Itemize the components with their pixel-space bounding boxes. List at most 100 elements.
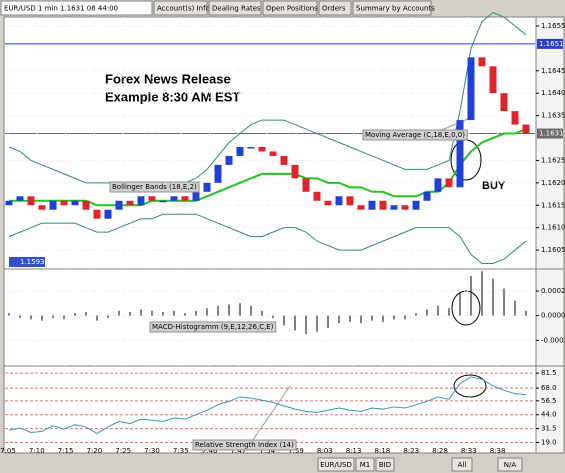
candle [214,164,222,183]
x-tick-label: 7:59 [288,447,304,455]
candle [148,196,156,201]
toolbar-button[interactable] [497,457,523,472]
buy-annotation: BUY [482,180,506,192]
annotation-subtitle: Example 8:30 AM EST [105,89,240,104]
candle [225,155,233,165]
candle [324,200,332,206]
toolbar-button[interactable] [375,457,395,472]
price-level-label: 1.1651 [539,40,564,48]
x-tick-label: 7:10 [29,447,45,455]
y-tick-label: 1.1635 [541,112,565,120]
candle [390,205,398,210]
candle [379,200,387,210]
x-tick-label: 8:18 [375,447,391,455]
candle [203,182,211,192]
candle [269,151,277,156]
y-tick-label: 56.5 [541,397,557,405]
ma-label-box [362,129,468,141]
y-tick-label: 1.1625 [541,156,565,164]
x-tick-label: 8:23 [403,447,419,455]
toolbar-label[interactable]: EUR/USD [320,461,352,469]
toolbar-label[interactable]: M1 [360,461,371,469]
x-tick-label: 7:15 [58,447,74,455]
price-level-tag [537,38,563,49]
x-tick-label: 7:47 [231,447,247,455]
toolbar-label[interactable]: BID [379,461,391,469]
candle [445,178,453,188]
y-tick-label: 31.5 [541,425,557,433]
y-tick-label: 1.1610 [541,224,565,232]
candle [82,200,90,210]
candle [126,200,134,206]
candle [159,200,167,203]
price-level-tag [537,128,563,139]
candle [357,205,365,210]
y-tick-label: 1.1620 [541,179,565,187]
tab[interactable] [318,0,352,16]
candle [511,111,519,125]
candle [16,196,24,201]
candle [247,146,255,149]
toolbar-button[interactable] [451,457,473,472]
candle [258,146,266,152]
toolbar-button[interactable] [355,457,375,472]
x-tick-label: 7:25 [115,447,131,455]
candle [456,120,464,188]
candle [181,196,189,201]
x-tick-label: 7:54 [259,447,275,455]
candle [489,66,497,94]
ma-label: Moving Average (C,18,E,0,0) [365,131,465,139]
tab-label[interactable]: Dealing Rates [212,5,261,13]
tab[interactable] [262,0,318,16]
toolbar-button[interactable] [317,457,355,472]
annotation-title: Forex News Release [105,71,231,86]
price-axis-area [535,16,565,454]
candle [412,200,420,210]
candle [467,57,475,121]
bollinger-upper [8,11,527,184]
tab[interactable] [352,0,432,16]
toolbar [0,456,565,473]
y-tick-label: 1.1655 [541,22,565,30]
y-tick-label: 1.1640 [541,89,565,97]
tab[interactable] [208,0,262,16]
y-tick-label: 1.1615 [541,201,565,209]
candle [368,200,376,210]
tab[interactable] [153,0,208,16]
candle [346,196,354,206]
toolbar-label[interactable]: All [458,461,467,469]
candle [500,93,508,112]
x-tick-label: 8:28 [432,447,448,455]
tab-label[interactable]: Account(s) Information [157,5,237,13]
candle [192,191,200,201]
tab-label[interactable]: Open Positions [266,5,318,13]
price-level-label: 1.1631 [539,130,564,138]
low-marker-box [9,257,45,267]
x-tick-label: 8:13 [346,447,362,455]
candle [302,178,310,192]
candle [71,200,79,206]
toolbar-label[interactable]: N/A [504,461,517,469]
candle [38,205,46,210]
candle [313,191,321,201]
candle [115,200,123,210]
x-tick-label: 8:38 [490,447,506,455]
rsi-label: Relative Strength Index (14) [195,441,294,449]
tab-label[interactable]: Orders [322,5,346,13]
y-tick-label: -0.0002 [541,336,565,344]
tab-label[interactable]: EUR/USD 1 min 1.1631 08 44:00 [4,5,118,13]
tab-label[interactable]: Summary by Accounts [356,5,435,13]
candle [137,196,145,206]
x-tick-label: 7:05 [0,447,16,455]
candle [280,155,288,165]
candle [434,178,442,192]
y-tick-label: 81.5 [541,369,557,377]
candle [236,146,244,156]
macd-label-box [149,321,277,333]
y-tick-label: 0.0002 [541,287,565,295]
candle [170,196,178,201]
y-tick-label: 68.0 [541,384,557,392]
candle [478,57,486,67]
tab[interactable] [0,0,153,16]
